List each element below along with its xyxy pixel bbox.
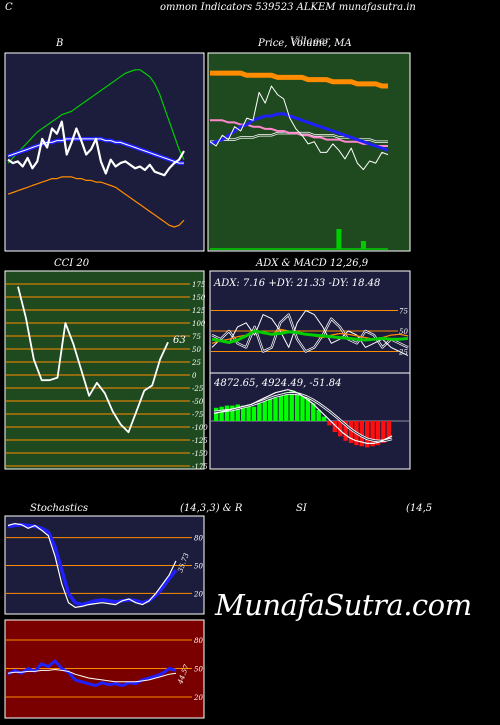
macd-histogram-bar [311, 403, 316, 421]
macd-histogram-bar [300, 394, 305, 421]
cci-tick-label: 50 [192, 346, 201, 354]
cci-tick-label: 125 [192, 307, 206, 315]
volume-bar [360, 241, 366, 249]
macd-histogram-bar [348, 421, 354, 443]
adx-readout: ADX: 7.16 +DY: 21.33 -DY: 18.48 [213, 278, 380, 289]
cci-tick-label: -125 [192, 437, 208, 445]
bollinger-panel [4, 52, 205, 252]
macd-histogram-bar [359, 421, 365, 447]
adx-line [211, 329, 409, 344]
macd-line [213, 389, 393, 444]
corner-letter: C [5, 2, 13, 13]
adx-minus-di-core [211, 314, 409, 352]
stochastics-tick-label: 50 [194, 563, 203, 571]
stochastics-params: (14,3,3) & R [180, 503, 243, 514]
macd-histogram-bar [284, 392, 289, 421]
macd-histogram-bar [294, 392, 300, 421]
macd-histogram-bar [246, 405, 251, 421]
cci-tick-label: 150 [192, 294, 206, 302]
adx-tick-label: 50 [399, 328, 408, 336]
stochastics-k-line [7, 522, 177, 609]
macd-histogram-bar [235, 404, 240, 421]
page-title: ommon Indicators 539523 ALKEM munafasutr… [160, 2, 416, 13]
macd-histogram-bar [375, 421, 381, 446]
stochastics-tick-label: 80 [194, 535, 203, 543]
cci-tick-label: 75 [192, 333, 201, 341]
bollinger-upper-band [7, 69, 185, 164]
macd-histogram-bar [230, 405, 235, 421]
bollinger-title: B [56, 38, 64, 49]
bollinger-lower-band [7, 176, 185, 228]
macd-histogram-bar [365, 421, 370, 448]
price-long-ma [210, 70, 388, 89]
cci-tick-label: -75 [192, 411, 204, 419]
macd-histogram-bar [338, 421, 343, 437]
cci-line [17, 286, 169, 434]
rsi-line [7, 659, 177, 688]
macd-histogram-bar [267, 399, 273, 421]
stochastics-title: Stochastics [30, 503, 88, 514]
rsi-title: SI [296, 503, 307, 514]
rsi-tick-label: 50 [194, 666, 203, 674]
macd-signal-core [213, 392, 393, 442]
macd-histogram-bar [273, 396, 278, 421]
macd-histogram-bar [321, 416, 327, 421]
macd-histogram-bar [278, 394, 284, 421]
volume-bar [336, 229, 342, 249]
macd-histogram-bar [343, 421, 348, 441]
macd-histogram-bar [257, 403, 262, 421]
cci-title: CCI 20 [54, 258, 90, 269]
cci-tick-label: -50 [192, 398, 204, 406]
cci-panel [4, 270, 205, 470]
cci-tick-label: 0 [192, 372, 197, 380]
cci-last-label: 63 [173, 335, 186, 346]
price-line [209, 85, 389, 171]
cci-tick-label: -100 [192, 424, 208, 432]
adx-tick-label: 25 [398, 349, 408, 357]
macd-histogram-bar [386, 421, 391, 440]
adx-tick-label: 75 [399, 308, 408, 316]
macd-readout: 4872.65, 4924.49, -51.84 [213, 378, 341, 389]
macd-histogram-bar [240, 405, 246, 421]
macd-histogram-bar [224, 405, 230, 421]
adx-macd-title: ADX & MACD 12,26,9 [256, 258, 369, 269]
rsi-tick-label: 20 [193, 694, 203, 702]
stochastics-tick-label: 20 [193, 590, 203, 598]
macd-histogram-bar [251, 406, 257, 421]
cci-tick-label: 25 [191, 359, 201, 367]
rsi-params: (14,5 [406, 503, 433, 514]
macd-histogram-bar [370, 421, 375, 447]
price-ma-title: Price, Volume, MA [258, 38, 352, 49]
cci-tick-label: -25 [192, 385, 204, 393]
price-ma-blue [209, 112, 389, 152]
cci-tick-label: 100 [192, 320, 206, 328]
macd-histogram-bar [219, 406, 224, 421]
macd-histogram-bar [381, 421, 386, 443]
macd-histogram-bar [262, 401, 267, 421]
macd-histogram-bar [316, 410, 321, 421]
macd-histogram-bar [214, 407, 219, 421]
rsi-tick-label: 80 [194, 637, 203, 645]
macd-histogram-bar [327, 421, 332, 426]
price-ma-pink [210, 119, 388, 147]
adx-panel [209, 270, 411, 374]
adx-plus-di [211, 310, 409, 357]
watermark: MunafaSutra.com [215, 588, 472, 622]
macd-histogram-bar [305, 399, 311, 421]
bollinger-price-line [7, 120, 185, 177]
cci-tick-label: -175 [192, 463, 208, 471]
cci-tick-label: 175 [192, 281, 206, 289]
price-ma-overlay-title: Villager [290, 36, 330, 47]
macd-histogram-bar [332, 421, 338, 432]
macd-histogram-bar [289, 391, 294, 421]
cci-tick-label: -150 [192, 450, 208, 458]
rsi-white-line [7, 669, 177, 683]
